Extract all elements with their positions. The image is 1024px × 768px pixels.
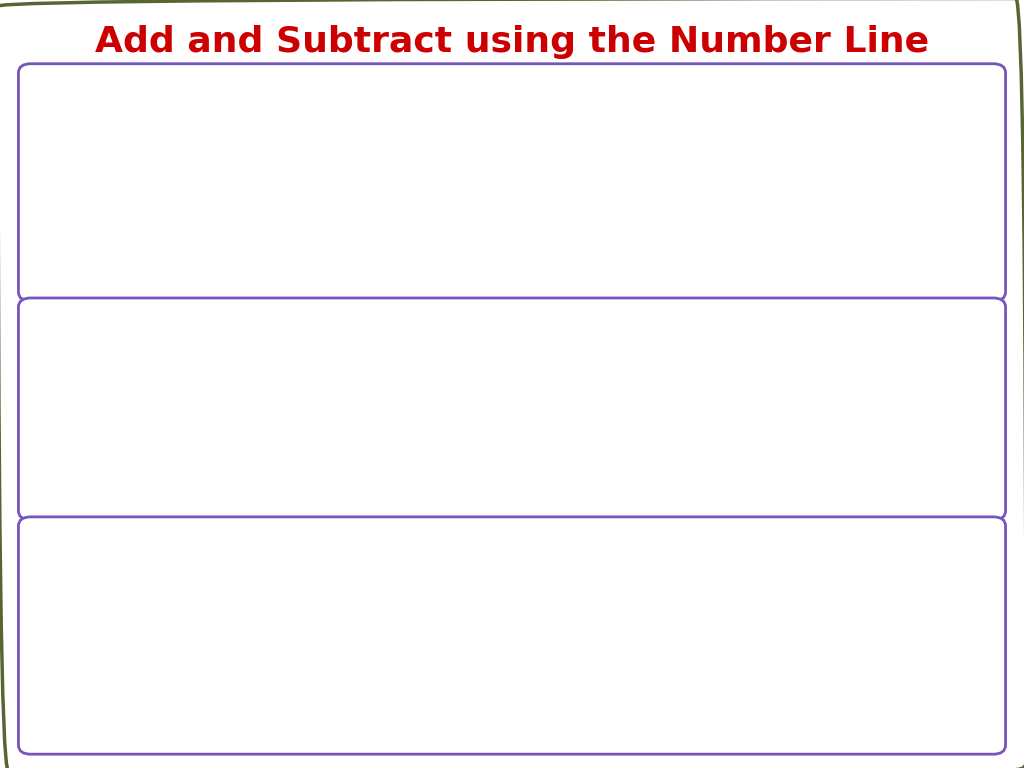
- Text: −3: −3: [341, 239, 360, 252]
- Text: 7: 7: [886, 693, 894, 705]
- FancyArrow shape: [645, 136, 856, 171]
- Text: 1: 1: [479, 693, 487, 705]
- Text: 3: 3: [680, 239, 688, 252]
- Text: Add and Subtract using the Number Line: Add and Subtract using the Number Line: [95, 25, 929, 59]
- Text: 4: 4: [735, 239, 743, 252]
- Text: 4: 4: [659, 461, 668, 474]
- Text: 6: 6: [818, 693, 826, 705]
- Text: To subtract, move left: To subtract, move left: [95, 108, 317, 126]
- Text: 5: 5: [732, 461, 740, 474]
- Text: −1: −1: [288, 461, 307, 474]
- Text: 4: 4: [682, 693, 691, 705]
- Text: −3: −3: [141, 461, 161, 474]
- Text: −2: −2: [270, 693, 290, 705]
- Text: −4: −4: [286, 239, 305, 252]
- Text: 0: 0: [412, 693, 420, 705]
- Text: To add, move right: To add, move right: [561, 108, 751, 126]
- Text: 0: 0: [367, 461, 375, 474]
- Text: 8: 8: [957, 239, 966, 252]
- Text: −4: −4: [135, 693, 155, 705]
- Text: 6: 6: [846, 239, 854, 252]
- Text: 2: 2: [547, 693, 555, 705]
- FancyBboxPatch shape: [18, 64, 1006, 301]
- Text: −3: −3: [203, 693, 222, 705]
- Text: 7: 7: [901, 239, 910, 252]
- Text: 3: 3: [586, 461, 595, 474]
- Text: 2: 2: [513, 461, 521, 474]
- Text: 8: 8: [951, 461, 961, 474]
- Text: −6: −6: [174, 239, 194, 252]
- Text: −2: −2: [396, 239, 416, 252]
- Text: 3: 3: [614, 693, 623, 705]
- Text: −1: −1: [452, 239, 471, 252]
- Text: −1: −1: [338, 693, 357, 705]
- Text: −5: −5: [229, 239, 249, 252]
- Text: 0: 0: [513, 239, 521, 252]
- Text: −8: −8: [63, 239, 83, 252]
- Text: 8: 8: [953, 693, 962, 705]
- Text: 7: 7: [879, 461, 887, 474]
- Text: −5: −5: [67, 693, 86, 705]
- Text: −7: −7: [119, 239, 138, 252]
- Text: 1: 1: [568, 239, 577, 252]
- Text: −2: −2: [215, 461, 234, 474]
- Text: 1: 1: [439, 461, 449, 474]
- FancyBboxPatch shape: [18, 298, 1006, 520]
- Text: 2: 2: [624, 239, 633, 252]
- Text: 2 – 4 = −2: 2 – 4 = −2: [356, 597, 474, 617]
- Text: 6: 6: [806, 461, 814, 474]
- Text: 5: 5: [791, 239, 799, 252]
- Text: −4: −4: [69, 461, 88, 474]
- Text: 5: 5: [750, 693, 759, 705]
- FancyBboxPatch shape: [18, 517, 1006, 754]
- Text: 1 + 4 = 5: 1 + 4 = 5: [544, 376, 651, 396]
- FancyArrow shape: [189, 136, 400, 171]
